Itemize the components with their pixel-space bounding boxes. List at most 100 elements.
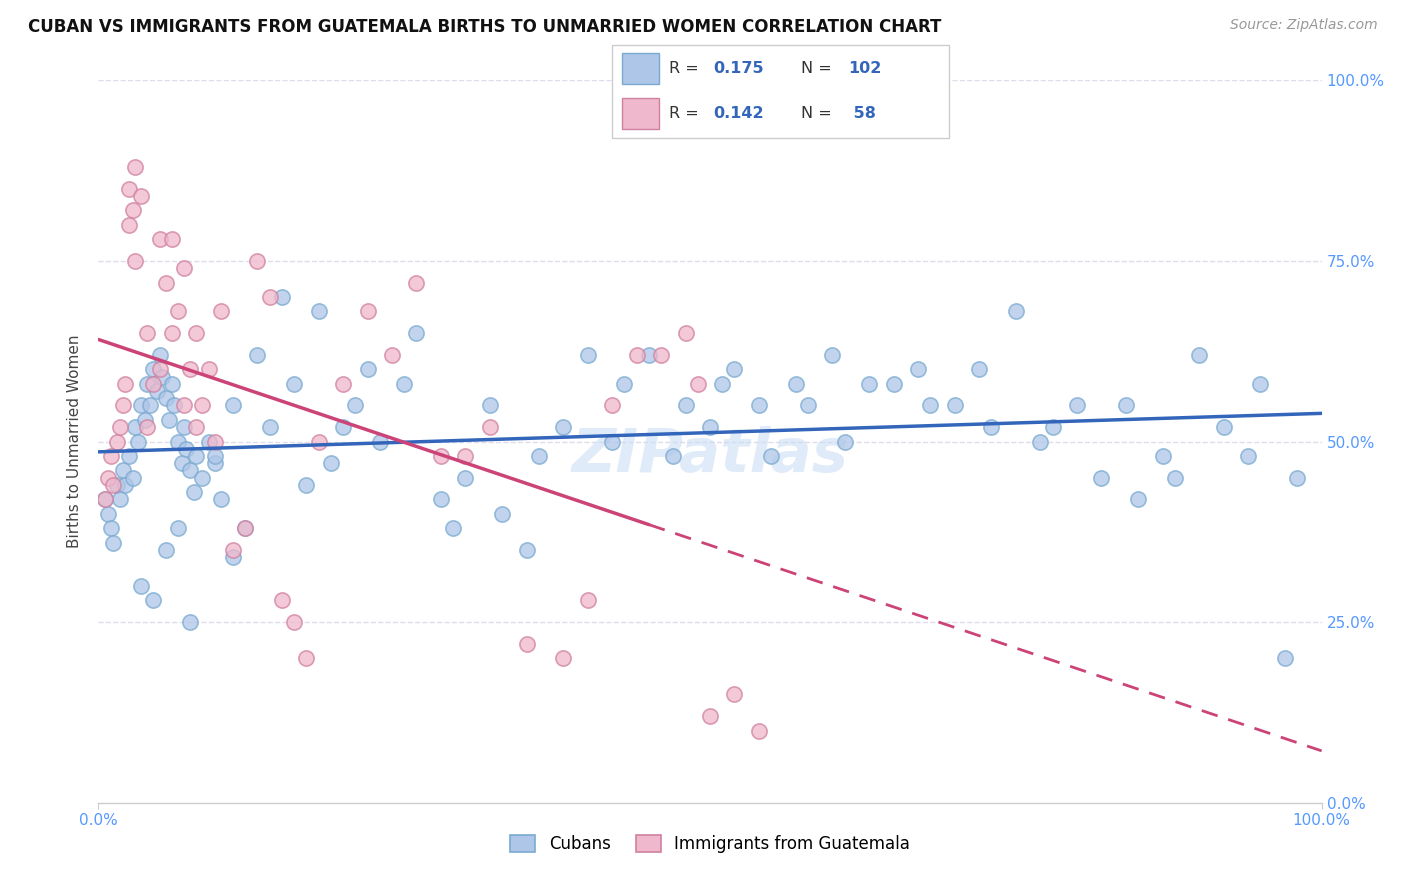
Point	[1250, 376, 1272, 391]
Point	[127, 434, 149, 449]
Point	[723, 362, 745, 376]
Point	[1152, 449, 1174, 463]
Point	[114, 376, 136, 391]
Point	[1286, 471, 1309, 485]
Point	[295, 651, 318, 665]
Point	[186, 449, 208, 463]
Point	[155, 542, 177, 557]
Point	[121, 203, 143, 218]
Point	[186, 420, 208, 434]
Point	[167, 521, 190, 535]
Point	[149, 232, 172, 246]
Point	[1212, 420, 1234, 434]
Point	[381, 348, 404, 362]
Point	[173, 261, 195, 276]
Point	[1188, 348, 1211, 362]
Text: R =: R =	[669, 106, 704, 121]
Point	[283, 376, 305, 391]
Point	[173, 420, 195, 434]
Point	[146, 384, 169, 398]
Point	[179, 615, 201, 630]
Point	[405, 276, 427, 290]
Point	[527, 449, 550, 463]
Point	[105, 434, 128, 449]
Point	[858, 376, 880, 391]
Point	[943, 398, 966, 412]
Point	[142, 376, 165, 391]
Point	[600, 434, 623, 449]
Point	[222, 550, 245, 565]
Point	[142, 362, 165, 376]
Point	[308, 434, 330, 449]
Point	[907, 362, 929, 376]
Point	[191, 398, 214, 412]
Point	[600, 398, 623, 412]
Point	[430, 449, 453, 463]
Point	[233, 521, 256, 535]
Point	[308, 304, 330, 318]
Point	[967, 362, 990, 376]
Point	[332, 376, 354, 391]
Point	[686, 376, 709, 391]
Point	[270, 593, 294, 607]
Point	[209, 304, 232, 318]
Point	[179, 463, 201, 477]
Point	[675, 326, 697, 341]
Point	[576, 593, 599, 607]
Point	[204, 434, 226, 449]
Point	[155, 276, 177, 290]
Point	[105, 478, 128, 492]
Point	[1042, 420, 1064, 434]
Point	[1066, 398, 1088, 412]
Point	[1115, 398, 1137, 412]
Point	[129, 189, 152, 203]
Point	[197, 434, 219, 449]
Point	[270, 290, 294, 304]
Point	[441, 521, 464, 535]
Point	[246, 253, 269, 268]
Point	[204, 456, 226, 470]
Point	[626, 348, 648, 362]
Point	[157, 413, 180, 427]
Point	[430, 492, 453, 507]
Text: N =: N =	[800, 61, 837, 76]
Point	[711, 376, 734, 391]
Point	[259, 290, 281, 304]
Point	[356, 304, 378, 318]
Point	[920, 398, 942, 412]
Point	[1029, 434, 1052, 449]
Point	[149, 362, 172, 376]
Point	[160, 326, 183, 341]
Point	[675, 398, 697, 412]
Point	[204, 449, 226, 463]
Point	[478, 398, 501, 412]
Point	[134, 413, 156, 427]
Point	[93, 492, 115, 507]
Point	[748, 398, 770, 412]
Point	[173, 398, 195, 412]
Point	[100, 521, 122, 535]
Point	[118, 449, 141, 463]
Point	[121, 471, 143, 485]
Point	[699, 420, 721, 434]
Point	[111, 398, 134, 412]
Point	[650, 348, 672, 362]
Point	[761, 449, 783, 463]
Point	[222, 398, 245, 412]
Point	[1090, 471, 1112, 485]
Point	[454, 449, 477, 463]
Point	[233, 521, 256, 535]
Point	[259, 420, 281, 434]
Point	[129, 579, 152, 593]
Point	[186, 326, 208, 341]
Point	[191, 471, 214, 485]
Point	[344, 398, 367, 412]
Point	[723, 687, 745, 701]
Point	[1004, 304, 1026, 318]
Point	[491, 507, 513, 521]
Point	[980, 420, 1002, 434]
Point	[142, 593, 165, 607]
Point	[883, 376, 905, 391]
Point	[160, 232, 183, 246]
Point	[785, 376, 807, 391]
